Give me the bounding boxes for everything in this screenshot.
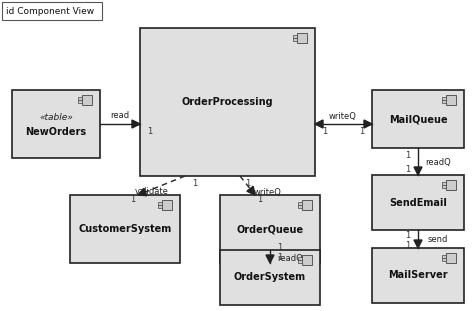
Bar (162, 200, 172, 210)
Bar (78, 100, 82, 103)
Bar (140, 28, 315, 176)
Text: 1: 1 (246, 179, 251, 188)
Text: OrderProcessing: OrderProcessing (182, 97, 273, 107)
Polygon shape (138, 188, 147, 196)
Text: writeQ: writeQ (329, 112, 357, 120)
Bar (372, 175, 464, 230)
Bar (302, 255, 312, 265)
Text: 1: 1 (130, 196, 136, 205)
Bar (298, 202, 302, 205)
Text: read: read (110, 112, 129, 120)
Bar (78, 97, 82, 100)
Bar (293, 35, 297, 38)
Bar (298, 260, 302, 263)
Bar (158, 202, 162, 205)
Bar (70, 195, 180, 263)
Text: MailServer: MailServer (388, 271, 448, 281)
Polygon shape (414, 167, 422, 175)
Text: 1: 1 (359, 128, 365, 137)
Text: 1: 1 (405, 240, 410, 249)
Text: SendEmail: SendEmail (389, 197, 447, 207)
Polygon shape (364, 120, 372, 128)
Text: send: send (428, 235, 448, 244)
Text: 1: 1 (405, 151, 410, 160)
Text: readQ: readQ (277, 253, 303, 262)
Text: 1: 1 (277, 253, 283, 262)
Text: id Component View: id Component View (6, 7, 94, 16)
Bar (158, 205, 162, 208)
Bar (372, 248, 464, 303)
Bar (2, 2, 102, 20)
Bar (298, 205, 302, 208)
Text: 1: 1 (192, 179, 198, 188)
Bar (82, 95, 92, 105)
Text: OrderQueue: OrderQueue (237, 224, 303, 234)
Polygon shape (266, 255, 274, 263)
Polygon shape (315, 120, 323, 128)
Bar (442, 255, 446, 258)
Bar (302, 200, 312, 210)
Text: writeQ: writeQ (254, 188, 282, 197)
Bar (442, 100, 446, 103)
Text: CustomerSystem: CustomerSystem (78, 224, 172, 234)
Bar (446, 180, 456, 190)
Text: validate: validate (135, 188, 169, 197)
Text: 1: 1 (405, 230, 410, 239)
Bar (298, 257, 302, 260)
Bar (220, 250, 320, 305)
Bar (442, 97, 446, 100)
Text: NewOrders: NewOrders (26, 127, 87, 137)
Text: 1: 1 (257, 196, 263, 205)
Bar (446, 253, 456, 263)
Text: OrderSystem: OrderSystem (234, 272, 306, 282)
Bar (12, 90, 100, 158)
Text: 1: 1 (405, 165, 410, 174)
Bar (372, 90, 464, 148)
Text: 1: 1 (147, 128, 153, 137)
Bar (442, 258, 446, 261)
Text: MailQueue: MailQueue (389, 114, 447, 124)
Bar (220, 195, 320, 263)
Text: 1: 1 (322, 128, 328, 137)
Bar (297, 33, 307, 43)
Text: «table»: «table» (39, 114, 73, 123)
Polygon shape (247, 186, 255, 195)
Bar (442, 185, 446, 188)
Bar (446, 95, 456, 105)
Text: readQ: readQ (425, 159, 451, 168)
Bar (442, 182, 446, 185)
Bar (293, 38, 297, 41)
Polygon shape (414, 240, 422, 248)
Text: 1: 1 (277, 244, 283, 253)
Polygon shape (132, 120, 140, 128)
